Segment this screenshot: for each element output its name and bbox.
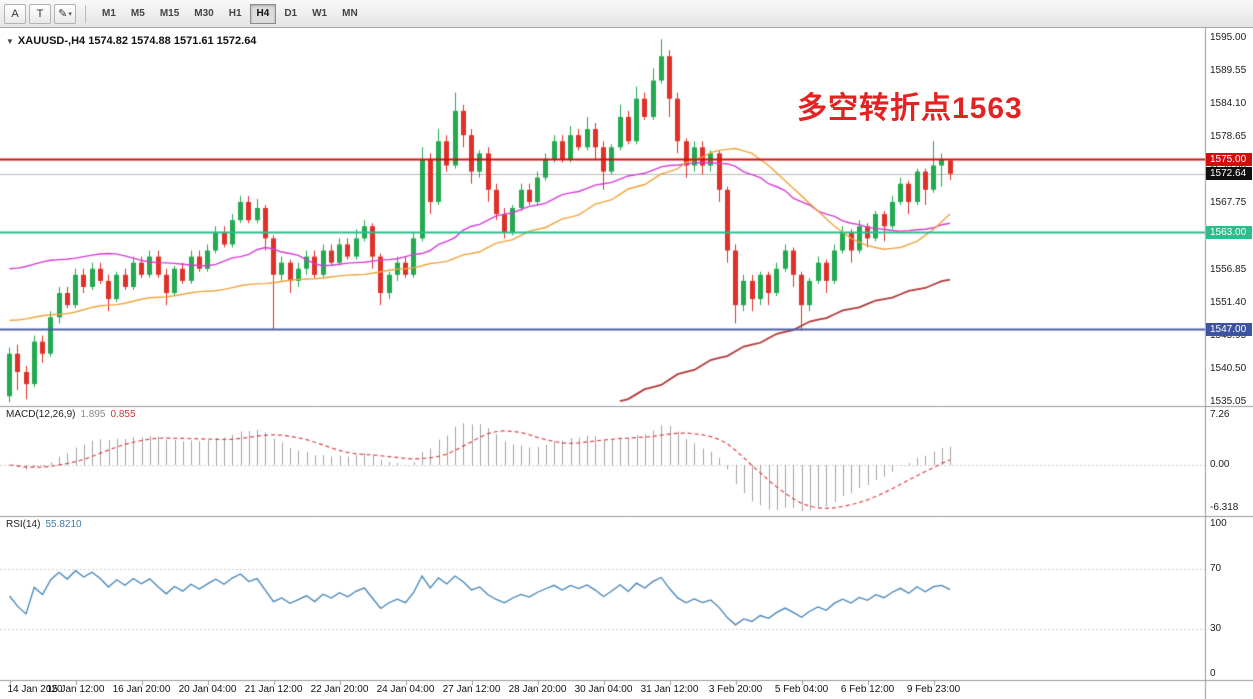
timeframe-button-m5[interactable]: M5 [124,4,152,24]
rsi-axis-label: 0 [1210,668,1216,679]
price-axis-label: 1595.00 [1210,32,1247,43]
chevron-down-icon: ▾ [68,10,72,18]
chart-area[interactable]: ▼ XAUUSD-,H4 1574.82 1574.88 1571.61 157… [0,28,1253,699]
timeframe-button-m1[interactable]: M1 [95,4,123,24]
timeframe-button-w1[interactable]: W1 [305,4,334,24]
timeframe-button-mn[interactable]: MN [335,4,365,24]
time-axis-label: 5 Feb 04:00 [774,684,829,695]
macd-signal-value: 0.855 [110,409,136,420]
chart-title-text: XAUUSD-,H4 1574.82 1574.88 1571.61 1572.… [17,35,257,47]
time-axis-label: 14 Jan 2020 [7,684,63,695]
macd-main-value: 1.895 [80,409,106,420]
macd-axis-label: 0.00 [1210,459,1230,470]
price-axis-label: 1589.55 [1210,65,1247,77]
timeframe-button-d1[interactable]: D1 [277,4,304,24]
rsi-axis-label: 70 [1210,563,1222,574]
price-axis-label: 1578.65 [1210,131,1247,143]
price-tag: 1575.00 [1206,152,1252,166]
text-tool-button[interactable]: T [29,3,51,24]
collapse-icon: ▼ [6,36,14,46]
time-axis-label: 16 Jan 20:00 [112,684,171,695]
macd-axis-label: 7.26 [1210,409,1230,420]
timeframe-group: M1 M5 M15 M30 H1 H4 D1 W1 MN [95,3,365,24]
rsi-name: RSI(14) [6,519,41,530]
time-axis-label: 22 Jan 20:00 [310,684,369,695]
pencil-icon: ✎ [58,8,68,20]
time-axis-label: 21 Jan 12:00 [244,684,303,695]
chart-title: ▼ XAUUSD-,H4 1574.82 1574.88 1571.61 157… [6,35,256,47]
timeframe-button-m30[interactable]: M30 [187,4,220,24]
arrow-tool-button[interactable]: A [4,3,26,24]
macd-name: MACD(12,26,9) [6,409,76,420]
timeframe-button-m15[interactable]: M15 [153,4,186,24]
toolbar-separator [85,4,86,23]
time-axis-label: 28 Jan 20:00 [508,684,567,695]
time-axis-label: 31 Jan 12:00 [640,684,699,695]
rsi-axis-label: 100 [1210,518,1227,529]
draw-tools-dropdown-button[interactable]: ✎ ▾ [54,3,76,24]
timeframe-button-h1[interactable]: H1 [222,4,249,24]
time-axis-label: 20 Jan 04:00 [178,684,237,695]
rsi-label: RSI(14) 55.8210 [6,519,82,530]
time-axis-label: 27 Jan 12:00 [442,684,501,695]
macd-label: MACD(12,26,9) 1.895 0.855 [6,409,136,420]
price-axis-label: 1567.75 [1210,197,1247,209]
timeframe-button-h4[interactable]: H4 [249,3,277,24]
time-axis-label: 3 Feb 20:00 [708,684,763,695]
macd-axis-label: -6.318 [1210,502,1239,513]
price-tag: 1563.00 [1206,225,1252,239]
price-tag: 1547.00 [1206,322,1252,336]
price-axis-label: 1551.40 [1210,296,1247,308]
time-axis-label: 30 Jan 04:00 [574,684,633,695]
price-axis-label: 1556.85 [1210,263,1247,275]
price-axis-label: 1584.10 [1210,98,1247,110]
chart-annotation[interactable]: 多空转折点1563 [797,92,1023,125]
price-axis-label: 1535.05 [1210,396,1247,408]
time-axis-label: 24 Jan 04:00 [376,684,435,695]
time-axis-label: 15 Jan 12:00 [46,684,105,695]
time-axis-label: 9 Feb 23:00 [906,684,961,695]
rsi-value: 55.8210 [45,519,82,530]
price-chart-canvas[interactable] [0,28,1253,699]
rsi-axis-label: 30 [1210,623,1222,634]
time-axis-label: 6 Feb 12:00 [840,684,895,695]
price-tag: 1572.64 [1206,167,1252,181]
price-axis-label: 1540.50 [1210,362,1247,374]
toolbar: A T ✎ ▾ M1 M5 M15 M30 H1 H4 D1 W1 MN [0,0,1253,28]
